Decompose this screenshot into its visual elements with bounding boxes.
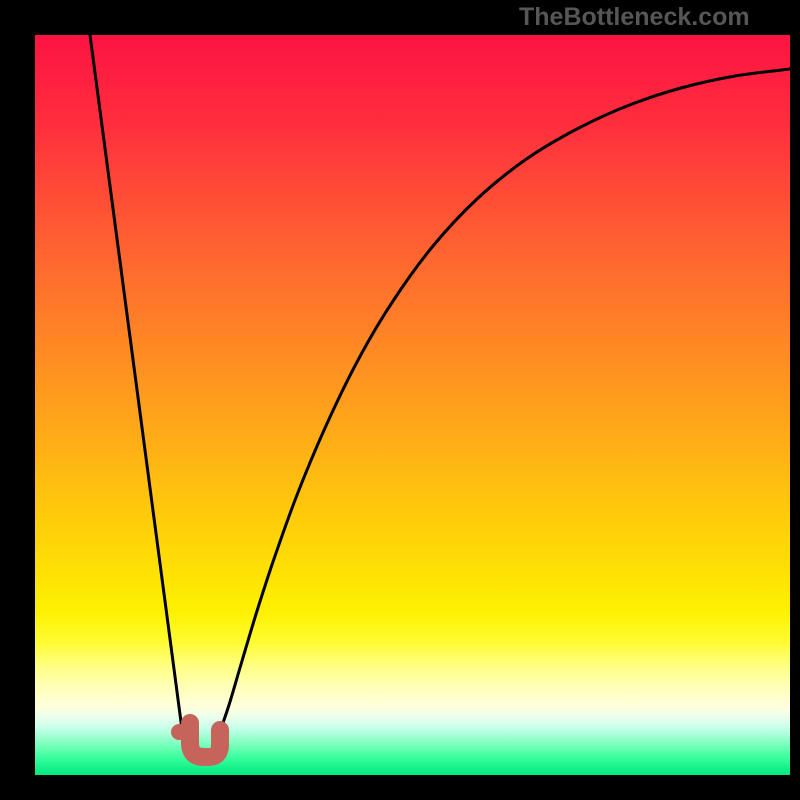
- watermark-text: TheBottleneck.com: [519, 3, 750, 32]
- bottom-marker-dot: [171, 724, 187, 740]
- plot-area: [35, 35, 790, 775]
- plot-svg: [35, 35, 790, 775]
- gradient-background: [35, 35, 790, 775]
